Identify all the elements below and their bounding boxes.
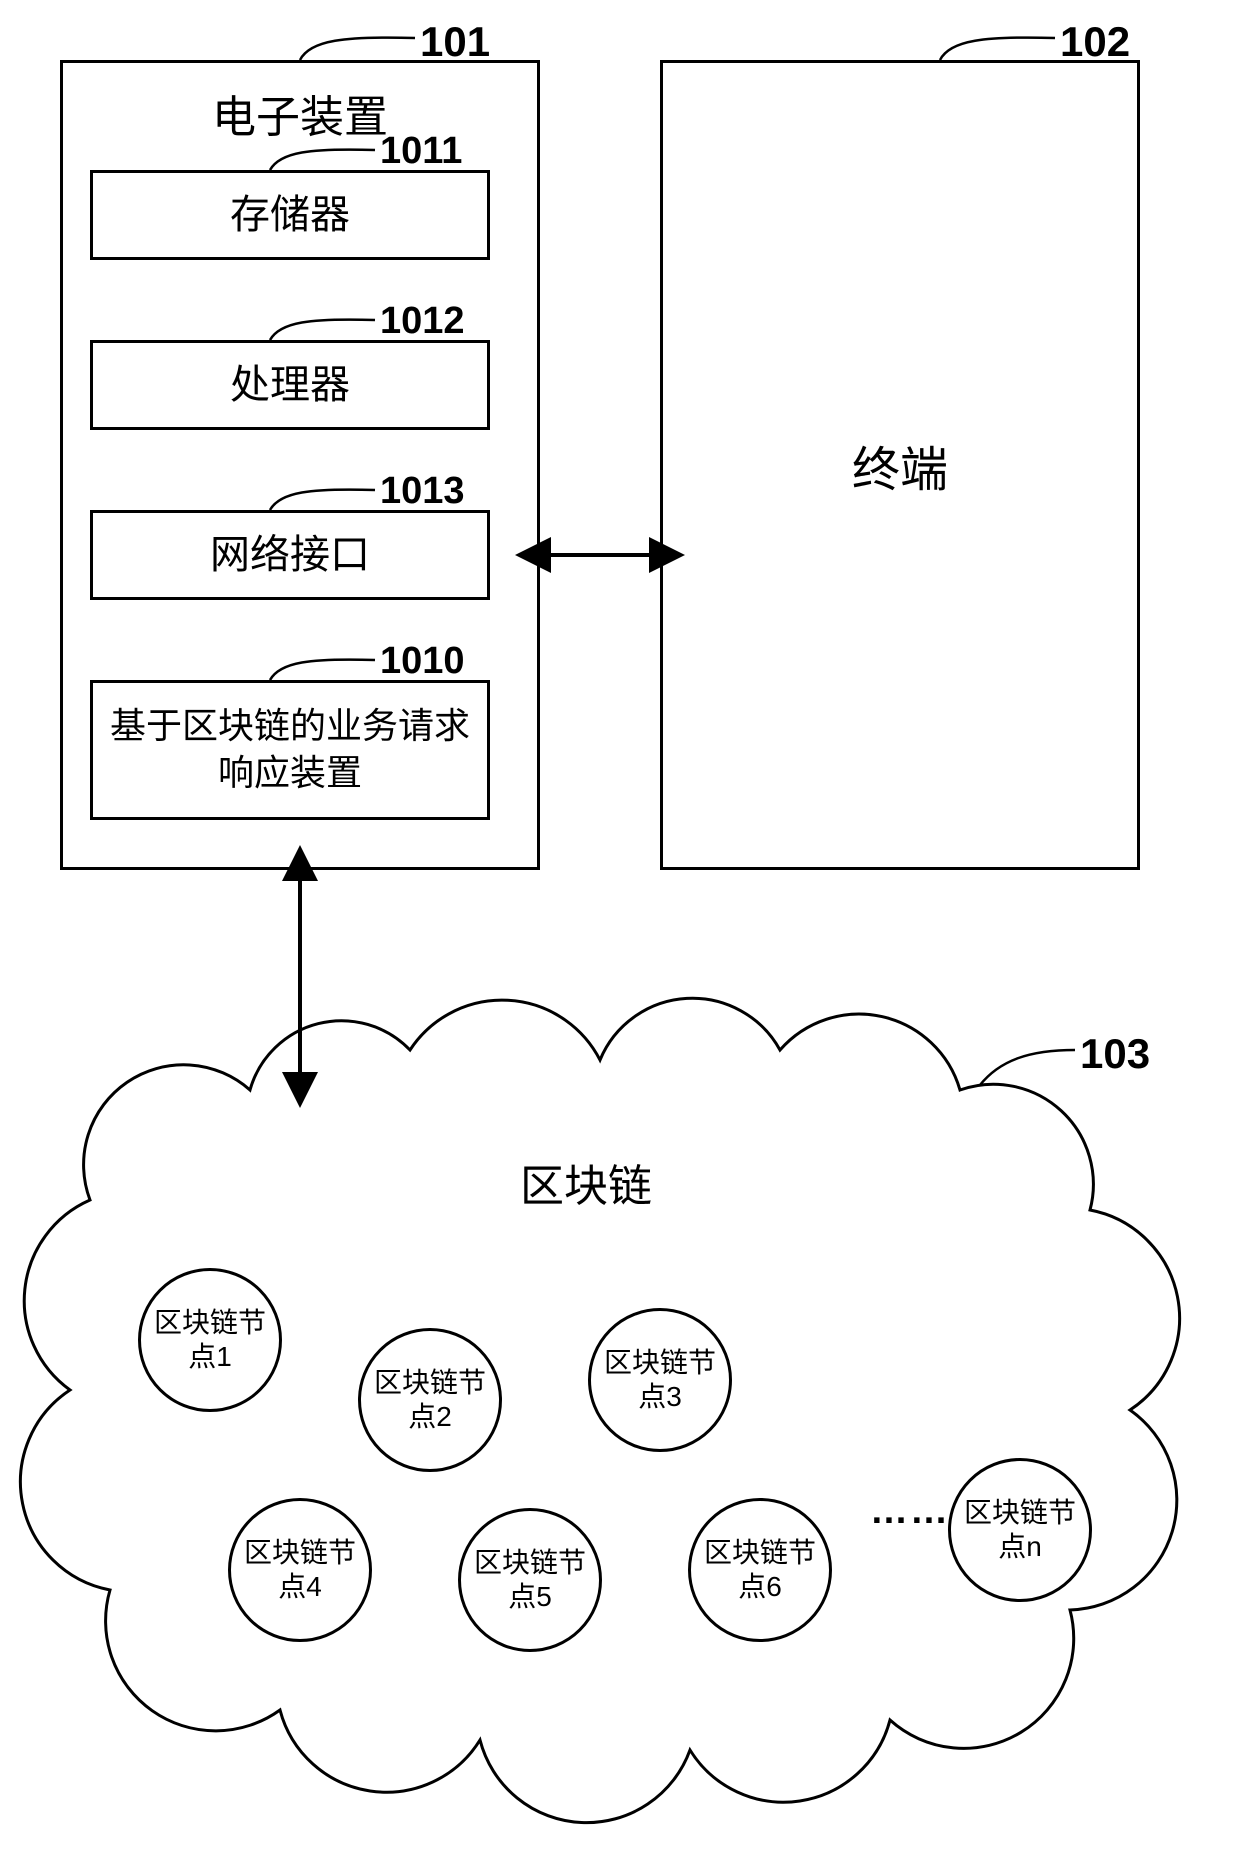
label-103: 103	[1080, 1030, 1150, 1078]
node-6: 区块链节点6	[688, 1498, 832, 1642]
node-3: 区块链节点3	[588, 1308, 732, 1452]
memory-box: 存储器	[90, 170, 490, 260]
label-1010: 1010	[380, 640, 465, 683]
node-2: 区块链节点2	[358, 1328, 502, 1472]
label-102: 102	[1060, 18, 1130, 66]
node-n: 区块链节点n	[948, 1458, 1092, 1602]
netif-text: 网络接口	[202, 521, 378, 589]
terminal-box: 终端	[660, 60, 1140, 870]
respdev-text: 基于区块链的业务请求响应装置	[93, 695, 487, 805]
label-1011: 1011	[380, 130, 462, 173]
netif-box: 网络接口	[90, 510, 490, 600]
cloud-ellipsis: ……	[870, 1490, 950, 1533]
node-1: 区块链节点1	[138, 1268, 282, 1412]
node-4: 区块链节点4	[228, 1498, 372, 1642]
processor-box: 处理器	[90, 340, 490, 430]
label-1013: 1013	[380, 470, 465, 513]
cloud-title: 区块链	[520, 1150, 652, 1214]
label-1012: 1012	[380, 300, 465, 343]
label-101: 101	[420, 18, 490, 66]
memory-text: 存储器	[222, 181, 358, 249]
processor-text: 处理器	[222, 351, 358, 419]
respdev-box: 基于区块链的业务请求响应装置	[90, 680, 490, 820]
terminal-title: 终端	[852, 430, 948, 500]
device-title: 电子装置	[63, 81, 537, 145]
node-5: 区块链节点5	[458, 1508, 602, 1652]
